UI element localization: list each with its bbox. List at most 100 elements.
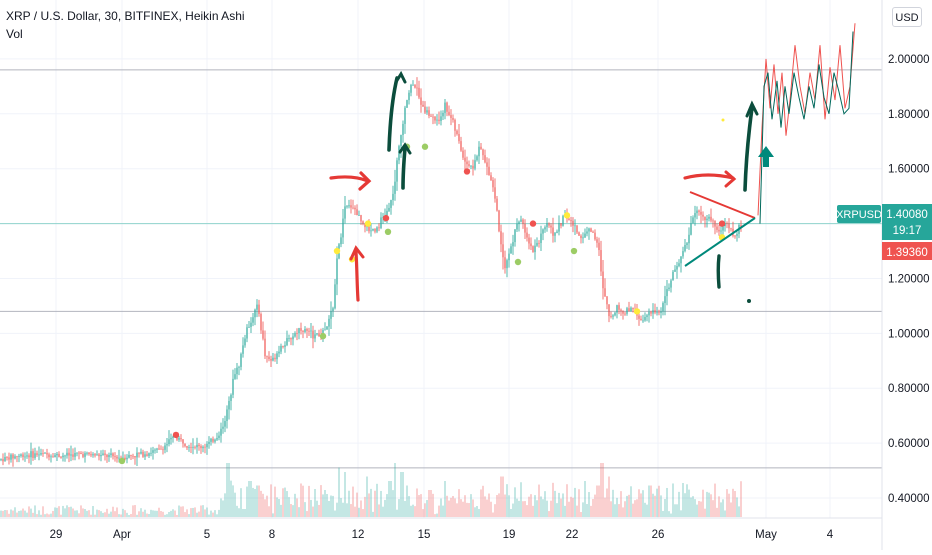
volume-bar — [724, 510, 726, 517]
volume-bar — [308, 485, 310, 517]
candle-body — [562, 216, 564, 226]
volume-bar — [718, 496, 720, 517]
candle-body — [420, 97, 422, 105]
volume-bar — [472, 499, 474, 517]
candle-body — [610, 316, 612, 317]
candle-body — [740, 224, 742, 228]
candle-body — [612, 315, 614, 317]
volume-bar — [196, 512, 198, 517]
volume-bar — [372, 511, 374, 517]
volume-bar — [382, 506, 384, 517]
volume-bar — [438, 505, 440, 517]
volume-bar — [648, 485, 650, 517]
volume-bar — [338, 467, 340, 517]
volume-bar — [66, 505, 68, 517]
volume-bar — [618, 504, 620, 517]
candle-body — [24, 456, 26, 458]
volume-bar — [274, 486, 276, 517]
candle-body — [14, 456, 16, 459]
candle-body — [214, 439, 216, 442]
candle-body — [20, 454, 22, 456]
volume-bar — [62, 505, 64, 517]
candle-body — [678, 263, 680, 267]
volume-bar — [530, 494, 532, 517]
x-tick-label: 12 — [352, 529, 365, 541]
volume-bar — [566, 484, 568, 517]
candle-body — [98, 454, 100, 457]
red-arrowhead-1 — [358, 171, 372, 191]
volume-bar — [148, 513, 150, 517]
candle-body — [418, 87, 420, 98]
candle-body — [614, 312, 616, 316]
candle-body — [0, 459, 2, 460]
volume-bar — [220, 498, 222, 517]
legend-indicator-vol[interactable]: Vol — [6, 27, 23, 41]
candle-body — [408, 92, 410, 101]
volume-bar — [710, 494, 712, 517]
volume-bar — [660, 495, 662, 517]
candle-body — [538, 242, 540, 244]
volume-bar — [506, 484, 508, 517]
candle-body — [282, 345, 284, 347]
volume-bar — [18, 510, 20, 517]
volume-bar — [182, 506, 184, 517]
volume-bar — [586, 504, 588, 517]
candle-body — [500, 231, 502, 245]
volume-bar — [674, 504, 676, 517]
volume-bar — [410, 505, 412, 517]
candle-body — [342, 218, 344, 238]
candle-body — [114, 456, 116, 458]
volume-bar — [310, 499, 312, 517]
volume-bar — [360, 500, 362, 517]
volume-bar — [224, 493, 226, 517]
candle-body — [60, 456, 62, 458]
candle-body — [624, 313, 626, 315]
candle-body — [316, 333, 318, 335]
candle-body — [132, 455, 134, 457]
candle-body — [346, 206, 348, 208]
candle-body — [440, 116, 442, 121]
volume-bar — [162, 511, 164, 517]
candle-body — [698, 210, 700, 212]
volume-bar — [404, 500, 406, 517]
volume-bar — [216, 514, 218, 517]
candle-body — [26, 455, 28, 457]
volume-bar — [108, 513, 110, 517]
volume-bar — [318, 504, 320, 517]
candle-body — [696, 210, 698, 214]
candle-body — [8, 457, 10, 460]
candle-body — [498, 210, 500, 232]
candle-body — [358, 215, 360, 216]
candle-body — [414, 84, 416, 88]
candle-body — [736, 233, 738, 236]
currency-button[interactable]: USD — [892, 7, 922, 27]
volume-bar — [202, 505, 204, 517]
green-arrowhead-up-4 — [745, 100, 759, 118]
candle-body — [672, 271, 674, 281]
candle-body — [162, 449, 164, 451]
time-axis[interactable]: 29 Apr 5 8 12 15 19 22 26 May 4 — [50, 529, 834, 541]
volume-bar — [436, 513, 438, 517]
volume-bar — [144, 509, 146, 517]
volume-bar — [500, 476, 502, 517]
candle-body — [124, 457, 126, 460]
volume-bar — [38, 510, 40, 517]
candle-body — [336, 258, 338, 285]
candle-body — [232, 378, 234, 395]
volume-bar — [620, 491, 622, 517]
volume-bar — [32, 512, 34, 517]
volume-bar — [204, 509, 206, 517]
candle-body — [312, 330, 314, 339]
signal-dot — [633, 308, 641, 315]
candle-body — [620, 309, 622, 311]
volume-bar — [20, 510, 22, 517]
volume-bar — [218, 509, 220, 517]
last-price-bg — [882, 204, 932, 240]
y-tick-label: 0.80000 — [888, 383, 930, 395]
candle-body — [48, 454, 50, 458]
volume-bar — [466, 502, 468, 517]
candle-body — [350, 205, 352, 208]
volume-bar — [606, 488, 608, 517]
